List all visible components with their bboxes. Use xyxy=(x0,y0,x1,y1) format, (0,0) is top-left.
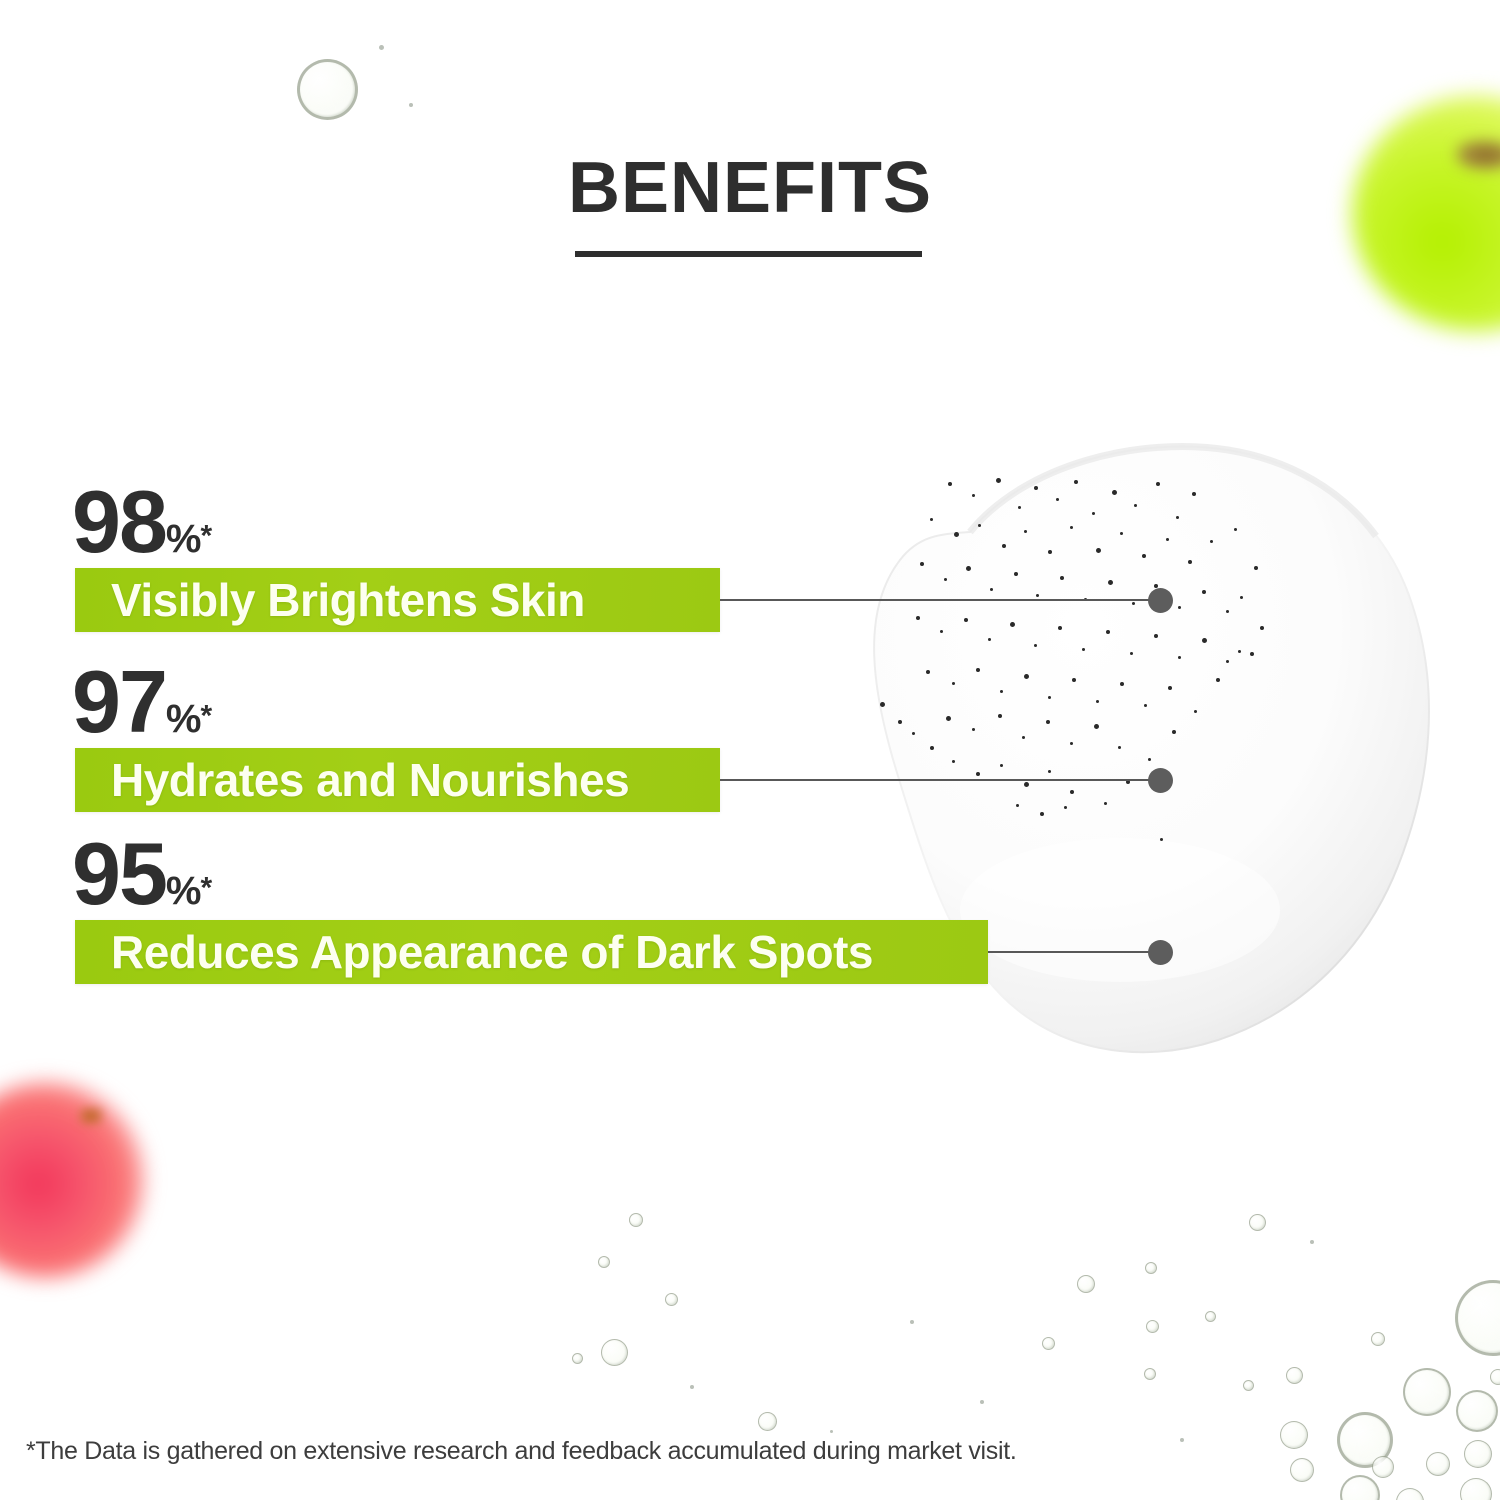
water-bubble-icon xyxy=(1286,1367,1303,1384)
benefit-stat-number: 97 xyxy=(72,652,168,751)
benefit-bar-darkspots[interactable]: Reduces Appearance of Dark Spots xyxy=(75,920,988,984)
benefit-stat-asterisk: * xyxy=(200,871,213,905)
benefit-leader-line-darkspots xyxy=(988,951,1172,953)
benefit-label-brightens: Visibly Brightens Skin xyxy=(111,574,585,626)
benefit-leader-line-hydrates xyxy=(720,779,1172,781)
title-underline-rule xyxy=(575,251,922,257)
water-speck-icon xyxy=(1310,1240,1314,1244)
water-bubble-icon xyxy=(1146,1320,1159,1333)
water-bubble-icon xyxy=(1455,1280,1500,1356)
water-bubble-icon xyxy=(1337,1412,1393,1468)
benefit-stat-asterisk: * xyxy=(200,519,213,553)
water-bubble-icon xyxy=(1396,1488,1424,1500)
water-bubble-icon xyxy=(1490,1369,1500,1385)
water-bubble-icon xyxy=(1077,1275,1095,1293)
page-title: BENEFITS xyxy=(567,148,933,228)
water-bubble-icon xyxy=(1042,1337,1055,1350)
benefit-stat-percent: % xyxy=(165,869,202,913)
water-bubble-icon xyxy=(1403,1368,1451,1416)
water-bubble-icon xyxy=(758,1412,777,1431)
water-bubble-icon xyxy=(1290,1458,1314,1482)
benefit-stat-asterisk: * xyxy=(200,699,213,733)
pomegranate-fruit-icon xyxy=(0,1082,144,1278)
water-bubble-icon xyxy=(1456,1390,1498,1432)
benefit-stat-brightens: 98%* xyxy=(72,478,212,566)
water-bubble-icon xyxy=(1249,1214,1266,1231)
water-speck-icon xyxy=(910,1320,914,1324)
benefit-stat-percent: % xyxy=(165,517,202,561)
benefit-stat-number: 98 xyxy=(72,472,168,571)
water-bubble-icon xyxy=(1426,1452,1450,1476)
benefit-marker-brightens[interactable] xyxy=(1148,588,1173,613)
benefit-label-darkspots: Reduces Appearance of Dark Spots xyxy=(111,926,873,978)
benefit-stat-percent: % xyxy=(165,697,202,741)
water-bubble-icon xyxy=(1243,1380,1254,1391)
water-bubble-icon xyxy=(1144,1368,1156,1380)
benefit-stat-darkspots: 95%* xyxy=(72,830,212,918)
water-bubble-icon xyxy=(1145,1262,1157,1274)
water-bubble-icon xyxy=(1460,1478,1492,1500)
water-speck-icon xyxy=(379,45,384,50)
benefit-bar-hydrates[interactable]: Hydrates and Nourishes xyxy=(75,748,720,812)
benefit-marker-hydrates[interactable] xyxy=(1148,768,1173,793)
benefit-stat-hydrates: 97%* xyxy=(72,658,212,746)
water-speck-icon xyxy=(980,1400,984,1404)
pomegranate-crown-icon xyxy=(78,1106,104,1126)
benefit-leader-line-brightens xyxy=(720,599,1172,601)
water-bubble-icon xyxy=(297,59,358,120)
water-bubble-icon xyxy=(665,1293,678,1306)
benefit-marker-darkspots[interactable] xyxy=(1148,940,1173,965)
water-bubble-icon xyxy=(629,1213,643,1227)
water-bubble-icon xyxy=(572,1353,583,1364)
water-speck-icon xyxy=(409,103,413,107)
benefit-label-hydrates: Hydrates and Nourishes xyxy=(111,754,630,806)
benefit-stat-number: 95 xyxy=(72,824,168,923)
water-bubble-icon xyxy=(1205,1311,1216,1322)
footnote-disclaimer: *The Data is gathered on extensive resea… xyxy=(26,1437,1017,1465)
water-bubble-icon xyxy=(1280,1421,1308,1449)
water-bubble-icon xyxy=(1371,1332,1385,1346)
water-bubble-icon xyxy=(598,1256,610,1268)
water-speck-icon xyxy=(830,1430,833,1433)
water-speck-icon xyxy=(1180,1438,1184,1442)
water-bubble-icon xyxy=(601,1339,628,1366)
water-bubble-icon xyxy=(1372,1456,1394,1478)
benefit-bar-brightens[interactable]: Visibly Brightens Skin xyxy=(75,568,720,632)
water-speck-icon xyxy=(690,1385,694,1389)
water-bubble-icon xyxy=(1340,1475,1380,1500)
water-bubble-icon xyxy=(1464,1440,1492,1468)
